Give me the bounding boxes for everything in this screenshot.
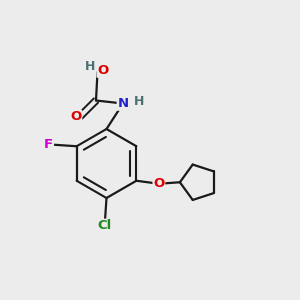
Text: Cl: Cl — [98, 219, 112, 232]
Text: O: O — [70, 110, 82, 124]
Text: H: H — [134, 94, 144, 108]
Text: O: O — [153, 177, 164, 190]
Text: O: O — [97, 64, 109, 77]
Text: H: H — [85, 60, 95, 73]
Text: N: N — [117, 97, 129, 110]
Text: F: F — [44, 138, 53, 151]
